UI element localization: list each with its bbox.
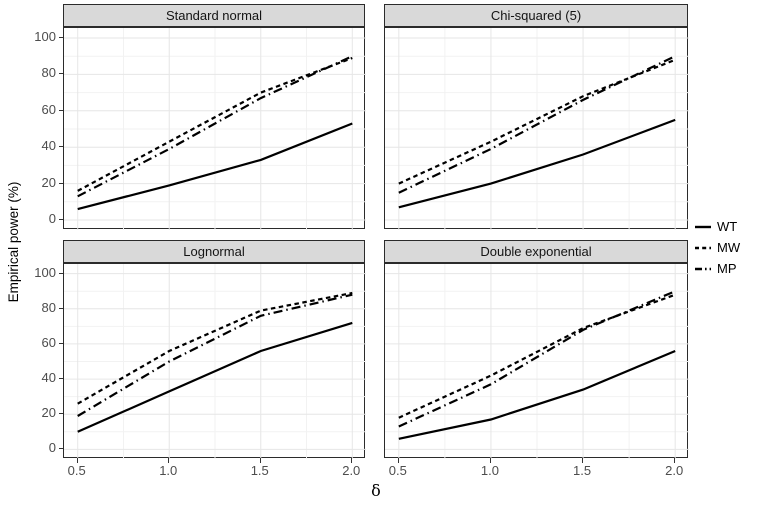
y-tick-label: 0	[48, 210, 56, 226]
y-tick-mark	[58, 182, 63, 184]
facet-plot	[385, 28, 689, 230]
y-tick-mark	[58, 73, 63, 75]
dashdot-line-key-icon	[695, 267, 711, 270]
y-tick-label: 80	[41, 65, 56, 81]
facet-plot	[385, 264, 689, 459]
facet-panel	[384, 27, 689, 230]
facet-plot	[64, 28, 366, 230]
y-tick-mark	[58, 37, 63, 38]
x-tick-label: 1.5	[250, 463, 269, 478]
facet-strip: Double exponential	[384, 240, 688, 263]
x-tick-mark	[489, 458, 491, 463]
y-tick-label: 80	[41, 299, 56, 315]
legend-label: MW	[717, 239, 741, 255]
legend: WT MW MP	[694, 216, 763, 279]
y-tick-mark	[58, 307, 63, 309]
x-tick-label: 2.0	[342, 463, 361, 478]
series-line-mw	[398, 58, 676, 185]
y-tick-label: 60	[41, 334, 56, 350]
x-tick-label: 2.0	[665, 463, 684, 478]
dashed-line-key-icon	[695, 246, 711, 249]
solid-line-key-icon	[695, 225, 711, 228]
facet-panel	[63, 263, 366, 459]
series-line-mp	[77, 55, 353, 198]
facet-strip: Standard normal	[63, 4, 365, 27]
y-tick-mark	[58, 272, 63, 274]
y-tick-label: 20	[41, 174, 56, 190]
y-tick-label: 40	[41, 370, 56, 386]
y-tick-mark	[58, 342, 63, 344]
x-tick-mark	[674, 458, 676, 463]
facet-panel	[63, 27, 366, 230]
legend-label: WT	[717, 218, 738, 234]
facet-strip: Lognormal	[63, 240, 365, 263]
x-tick-mark	[582, 458, 584, 463]
y-axis-title: Empirical power (%)	[6, 181, 21, 303]
x-tick-label: 0.5	[67, 463, 86, 478]
y-tick-mark	[58, 448, 63, 450]
facet-strip: Chi-squared (5)	[384, 4, 688, 27]
series-line-wt	[398, 118, 676, 209]
series-line-mp	[398, 290, 676, 428]
series-line-wt	[77, 122, 353, 211]
legend-entry-mw: MW	[694, 237, 763, 258]
legend-label: MP	[717, 260, 737, 276]
series-line-mw	[77, 291, 353, 405]
y-tick-label: 40	[41, 138, 56, 154]
x-tick-label: 1.5	[573, 463, 592, 478]
y-tick-mark	[58, 218, 63, 220]
series-line-mw	[77, 56, 353, 192]
y-tick-label: 60	[41, 101, 56, 117]
series-line-wt	[398, 349, 676, 440]
facet-plot	[64, 264, 366, 459]
x-tick-label: 1.0	[480, 463, 499, 478]
y-tick-mark	[58, 378, 63, 380]
x-axis-title: δ	[371, 481, 381, 500]
series-line-mp	[398, 55, 676, 194]
y-tick-mark	[58, 413, 63, 415]
facet-panel	[384, 263, 689, 459]
legend-entry-mp: MP	[694, 258, 763, 279]
legend-entry-wt: WT	[694, 216, 763, 237]
x-tick-mark	[76, 458, 78, 463]
series-line-mw	[398, 293, 676, 419]
x-tick-label: 0.5	[388, 463, 407, 478]
x-tick-mark	[351, 458, 353, 463]
x-tick-mark	[397, 458, 399, 463]
y-tick-label: 20	[41, 405, 56, 421]
y-tick-label: 100	[34, 264, 56, 280]
y-tick-mark	[58, 109, 63, 111]
x-tick-mark	[259, 458, 261, 463]
series-line-wt	[77, 321, 353, 433]
y-tick-label: 100	[34, 29, 56, 44]
x-tick-mark	[168, 458, 170, 463]
x-tick-label: 1.0	[159, 463, 178, 478]
y-tick-label: 0	[48, 440, 56, 456]
y-tick-mark	[58, 146, 63, 148]
